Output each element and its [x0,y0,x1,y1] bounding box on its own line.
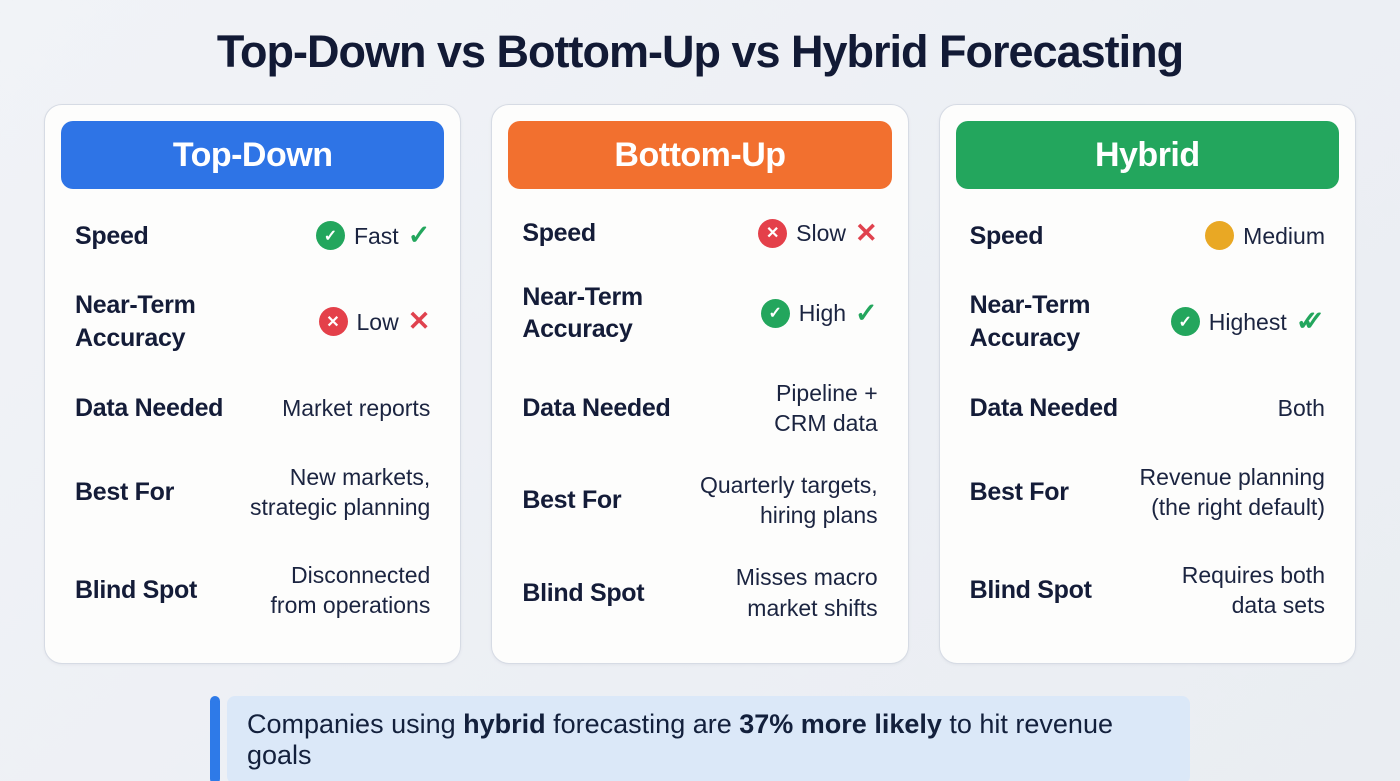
row-blind-spot: Blind Spot Disconnected from operations [75,560,430,621]
value-text: Low [356,308,399,335]
check-icon: ✓ [407,220,431,251]
row-value: Market reports [282,393,430,423]
card-top-down: Top-Down Speed ✓ Fast ✓ Near-Term Accura… [44,104,462,664]
row-label: Data Needed [969,393,1118,422]
row-label: Speed [522,218,596,247]
row-blind-spot: Blind Spot Requires both data sets [970,560,1325,621]
row-value: Requires both data sets [1182,560,1325,621]
double-check-icon: ✓ ✓ [1295,306,1325,337]
value-text: Highest [1208,308,1287,335]
row-label: Blind Spot [75,575,197,604]
value-text: Both [1277,394,1325,421]
callout-part1: Companies using [247,709,464,739]
card-header-hybrid: Hybrid [955,121,1339,189]
row-data-needed: Data Needed Pipeline + CRM data [522,378,877,439]
row-data-needed: Data Needed Market reports [75,392,430,425]
check-circle-icon: ✓ [315,221,345,251]
value-text: Misses macro market shifts [735,564,878,621]
row-value: ✓ High ✓ [760,297,878,328]
value-text: Medium [1243,222,1325,249]
row-label: Best For [75,477,175,506]
row-near-term-accuracy: Near-Term Accuracy ✓ Highest ✓ ✓ [970,289,1325,354]
check-icon: ✓ [855,297,878,328]
card-bottom-up: Bottom-Up Speed ✕ Slow ✕ Near-Term Accur… [491,104,909,664]
value-text: Fast [353,222,399,249]
card-hybrid: Hybrid Speed Medium Near-Term Accuracy ✓… [938,104,1356,664]
callout-text: Companies using hybrid forecasting are 3… [227,696,1190,781]
row-label: Best For [969,477,1069,506]
row-data-needed: Data Needed Both [970,392,1325,425]
row-label: Speed [75,221,149,250]
value-text: New markets, strategic planning [250,463,431,520]
value-text: Slow [796,219,847,246]
row-value: New markets, strategic planning [250,462,430,523]
comparison-cards: Top-Down Speed ✓ Fast ✓ Near-Term Accura… [0,104,1400,664]
x-icon: ✕ [855,217,878,248]
row-label: Best For [522,486,622,515]
callout-accent-bar [210,696,220,781]
row-best-for: Best For New markets, strategic planning [75,462,430,523]
row-value: Medium [1205,221,1325,251]
row-label: Speed [969,221,1044,250]
value-text: Pipeline + CRM data [774,379,878,436]
x-icon: ✕ [407,306,431,337]
value-text: Revenue planning (the right default) [1139,463,1325,520]
row-value: ✓ Fast ✓ [315,220,431,251]
row-speed: Speed Medium [970,220,1325,253]
value-text: Market reports [282,394,431,421]
value-text: Requires both data sets [1181,561,1325,618]
row-value: Disconnected from operations [271,560,431,621]
row-label: Blind Spot [522,578,645,607]
callout-part2: hybrid [463,709,546,739]
row-label: Blind Spot [969,575,1092,604]
callout-part5: to hit revenue goals [247,709,1113,770]
row-value: Quarterly targets, hiring plans [700,470,878,531]
row-speed: Speed ✕ Slow ✕ [522,217,878,250]
check-circle-icon: ✓ [760,298,790,328]
row-near-term-accuracy: Near-Term Accuracy ✕ Low ✕ [75,289,430,354]
page-title: Top-Down vs Bottom-Up vs Hybrid Forecast… [216,26,1184,77]
row-value: ✕ Low ✕ [318,306,431,337]
row-value: ✕ Slow ✕ [758,217,878,248]
row-label: Data Needed [522,393,671,422]
x-circle-icon: ✕ [318,307,348,337]
row-near-term-accuracy: Near-Term Accuracy ✓ High ✓ [522,281,877,346]
row-label: Near-Term Accuracy [969,291,1091,352]
callout-part4: 37% more likely [739,709,942,739]
row-best-for: Best For Quarterly targets, hiring plans [522,470,877,531]
row-best-for: Best For Revenue planning (the right def… [970,462,1325,523]
amber-dot-icon [1205,221,1235,251]
value-text: High [798,300,847,327]
row-speed: Speed ✓ Fast ✓ [75,220,430,253]
row-value: ✓ Highest ✓ ✓ [1170,306,1325,337]
value-text: Disconnected from operations [270,561,431,618]
row-label: Near-Term Accuracy [522,282,643,344]
value-text: Quarterly targets, hiring plans [699,472,878,529]
callout-part3: forecasting are [545,709,740,739]
callout: Companies using hybrid forecasting are 3… [210,696,1190,781]
row-value: Both [1278,393,1325,423]
x-circle-icon: ✕ [758,218,788,248]
check-circle-icon: ✓ [1170,307,1200,337]
callout-section: Companies using hybrid forecasting are 3… [0,696,1400,781]
card-rows: Speed ✓ Fast ✓ Near-Term Accuracy ✕ Low … [61,189,444,643]
card-rows: Speed ✕ Slow ✕ Near-Term Accuracy ✓ High… [508,189,891,643]
card-header-top-down: Top-Down [61,121,445,189]
row-blind-spot: Blind Spot Misses macro market shifts [522,562,877,623]
row-label: Near-Term Accuracy [75,291,196,352]
row-value: Revenue planning (the right default) [1140,462,1325,523]
row-value: Misses macro market shifts [736,562,878,623]
row-value: Pipeline + CRM data [774,378,878,439]
row-label: Data Needed [75,393,224,422]
card-header-bottom-up: Bottom-Up [508,121,892,189]
card-rows: Speed Medium Near-Term Accuracy ✓ Highes… [956,189,1339,643]
